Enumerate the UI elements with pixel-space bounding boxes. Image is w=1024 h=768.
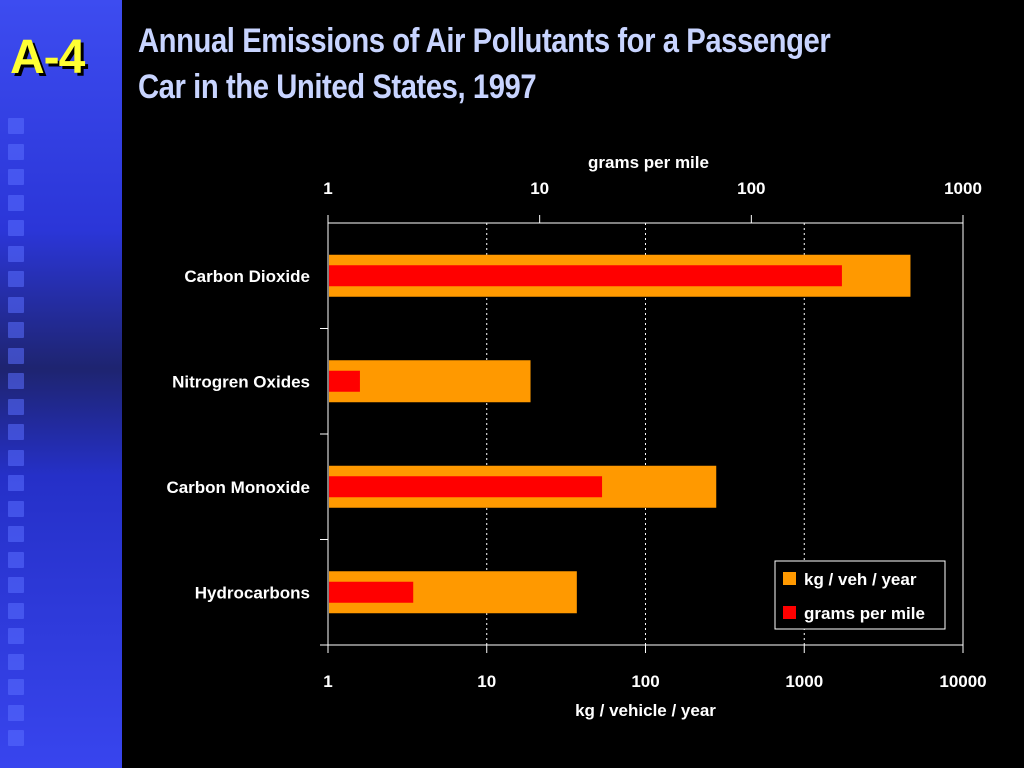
legend-swatch: [783, 606, 796, 619]
legend-swatch: [783, 572, 796, 585]
sidebar-squares: [8, 118, 28, 768]
bar-kg-per-year: [329, 360, 531, 403]
x2-tick-label: 1: [323, 179, 332, 198]
slide-label: A-4: [10, 31, 85, 84]
sidebar-square: [8, 169, 24, 185]
x2-tick-label: 100: [737, 179, 765, 198]
sidebar-square: [8, 118, 24, 134]
category-label: Carbon Dioxide: [184, 267, 310, 286]
bar-grams-per-mile: [329, 581, 414, 603]
x-tick-label: 10000: [939, 672, 986, 691]
legend-entry: kg / veh / year: [804, 570, 917, 589]
sidebar-square: [8, 628, 24, 644]
sidebar-square: [8, 730, 24, 746]
legend-box: [774, 560, 946, 630]
x-tick-label: 10: [477, 672, 496, 691]
slide-title-line-2: Car in the United States, 1997: [138, 68, 537, 106]
x2-axis-label: grams per mile: [588, 153, 709, 172]
sidebar-square: [8, 398, 24, 415]
sidebar-square: [8, 475, 24, 491]
category-label: Nitrogren Oxides: [172, 372, 310, 391]
sidebar-square: [8, 143, 24, 160]
sidebar-square: [8, 347, 24, 364]
x2-tick-label: 10: [530, 179, 549, 198]
x-tick-label: 1: [323, 672, 332, 691]
sidebar-square: [8, 271, 24, 287]
bar-grams-per-mile: [329, 370, 360, 392]
bar-grams-per-mile: [329, 476, 603, 498]
x2-tick-label: 1000: [944, 179, 982, 198]
sidebar-square: [8, 679, 24, 695]
sidebar-square: [8, 194, 24, 211]
sidebar-band: [0, 0, 122, 768]
category-label: Carbon Monoxide: [166, 478, 310, 497]
x-tick-label: 100: [631, 672, 659, 691]
sidebar-square: [8, 602, 24, 619]
sidebar-square: [8, 500, 24, 517]
sidebar-square: [8, 449, 24, 466]
slide-title-line-1: Annual Emissions of Air Pollutants for a…: [138, 22, 831, 60]
sidebar-square: [8, 296, 24, 313]
sidebar-square: [8, 653, 24, 670]
bar-grams-per-mile: [329, 265, 842, 287]
sidebar-square: [8, 526, 24, 542]
x-tick-label: 1000: [785, 672, 823, 691]
slide-title: Annual Emissions of Air Pollutants for a…: [138, 18, 878, 110]
sidebar-square: [8, 220, 24, 236]
sidebar-square: [8, 322, 24, 338]
x-axis-label: kg / vehicle / year: [575, 701, 716, 720]
legend-entry: grams per mile: [804, 604, 925, 623]
sidebar-square: [8, 551, 24, 568]
sidebar-square: [8, 704, 24, 721]
category-label: Hydrocarbons: [195, 583, 310, 602]
sidebar-square: [8, 245, 24, 262]
sidebar-square: [8, 424, 24, 440]
sidebar-square: [8, 577, 24, 593]
sidebar-square: [8, 373, 24, 389]
